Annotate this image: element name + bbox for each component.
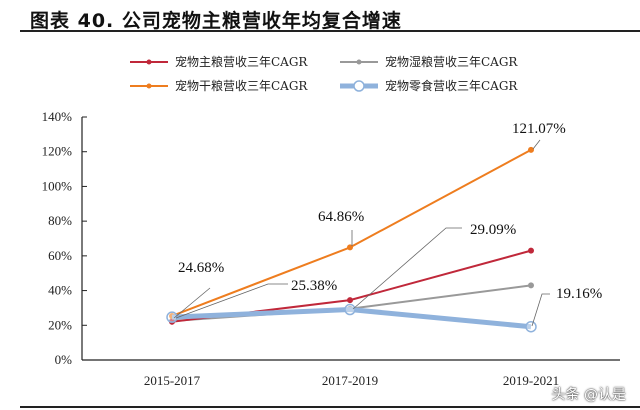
y-tick-label: 140% — [42, 109, 73, 124]
data-label: 121.07% — [512, 121, 566, 137]
data-label: 25.38% — [291, 278, 337, 294]
x-tick-label: 2015-2017 — [144, 373, 201, 388]
legend-swatch-marker — [356, 59, 362, 65]
annotation-leader — [352, 227, 462, 310]
y-tick-label: 60% — [48, 248, 72, 263]
annotation-leader — [173, 287, 211, 319]
legend-label: 宠物零食营收三年CAGR — [385, 78, 518, 93]
x-tick-label: 2019-2021 — [503, 373, 559, 388]
legend-label: 宠物主粮营收三年CAGR — [175, 54, 308, 69]
legend-label: 宠物干粮营收三年CAGR — [175, 78, 308, 93]
data-point — [528, 247, 534, 254]
legend-swatch-marker — [146, 83, 152, 89]
data-point — [525, 320, 537, 333]
data-label: 29.09% — [470, 222, 516, 238]
y-tick-label: 120% — [42, 144, 73, 159]
data-point — [344, 303, 356, 316]
data-point — [347, 244, 353, 251]
data-point — [528, 282, 534, 289]
data-point — [166, 311, 178, 323]
y-tick-label: 0% — [55, 352, 73, 367]
bottom-divider — [20, 406, 640, 408]
annotation-leader — [531, 293, 550, 327]
data-label: 64.86% — [318, 209, 364, 225]
y-tick-label: 20% — [48, 317, 72, 332]
chart-title: 图表 40. 公司宠物主粮营收年均复合增速 — [30, 10, 402, 32]
y-tick-label: 40% — [48, 283, 72, 298]
legend-swatch-marker — [353, 80, 365, 92]
legend-swatch-marker — [146, 59, 152, 65]
annotation-leader — [175, 283, 288, 319]
data-point — [528, 146, 534, 153]
title-divider — [20, 30, 640, 32]
annotation-leader — [532, 139, 541, 150]
data-label: 24.68% — [178, 260, 224, 276]
data-label: 19.16% — [556, 286, 602, 302]
series-line-3 — [171, 307, 532, 330]
y-tick-label: 80% — [48, 213, 72, 228]
legend-label: 宠物湿粮营收三年CAGR — [385, 54, 518, 69]
watermark: 头条 @认是 — [551, 387, 626, 403]
y-tick-label: 100% — [42, 178, 73, 193]
x-tick-label: 2017-2019 — [322, 373, 378, 388]
data-point — [347, 297, 353, 304]
